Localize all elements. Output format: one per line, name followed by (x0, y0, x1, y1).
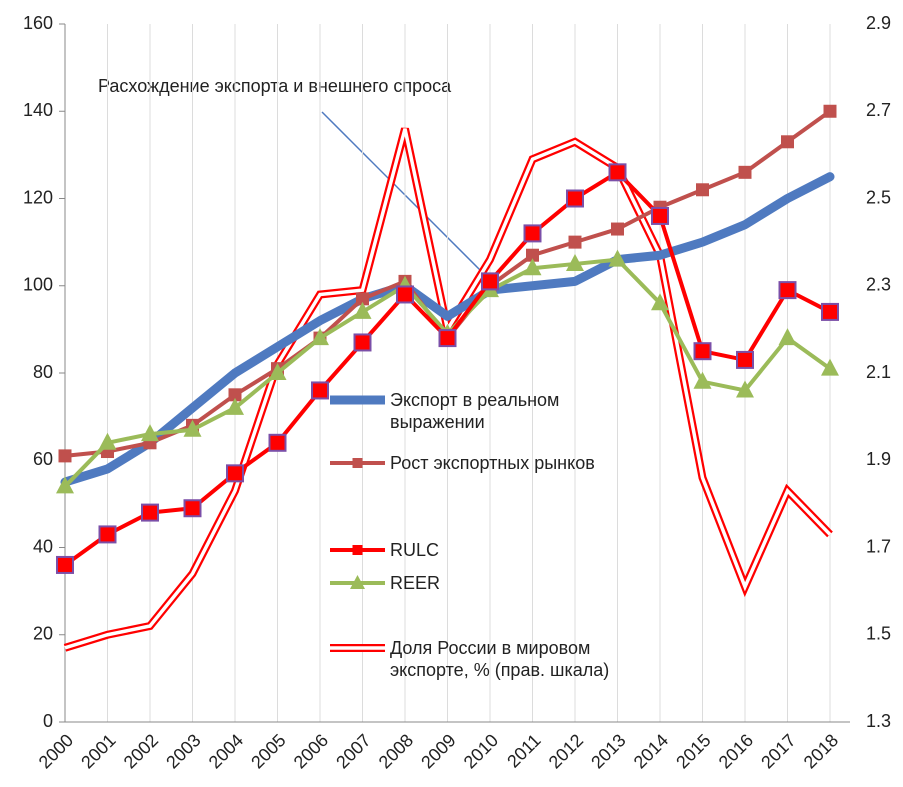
marker (268, 433, 287, 452)
series (56, 163, 839, 574)
y-tick-label: 140 (23, 100, 53, 120)
marker (226, 464, 244, 483)
y-tick-label: 100 (23, 275, 53, 295)
y-tick-label: 80 (33, 362, 53, 382)
marker (651, 293, 669, 311)
y2-tick-label: 2.5 (866, 187, 891, 207)
annotation: Расхождение экспорта и внешнего спроса (98, 76, 452, 96)
y-tick-label: 120 (23, 187, 53, 207)
legend-item (330, 458, 385, 468)
y2-tick-label: 2.3 (866, 275, 891, 295)
y-tick-label: 20 (33, 624, 53, 644)
marker (396, 285, 414, 304)
y-tick-label: 60 (33, 449, 53, 469)
x-tick-label: 2003 (162, 730, 204, 772)
marker (438, 329, 457, 348)
x-tick-label: 2007 (332, 730, 374, 772)
x-tick-label: 2009 (417, 730, 459, 772)
x-tick-label: 2010 (460, 730, 502, 772)
marker (736, 380, 754, 398)
legend-label: Рост экспортных рынков (390, 453, 595, 473)
marker (353, 301, 372, 319)
x-tick-label: 2013 (587, 730, 629, 772)
marker (823, 104, 837, 118)
x-tick-label: 2000 (35, 730, 77, 772)
marker (608, 249, 627, 267)
legend-label: RULC (390, 540, 440, 560)
y2-tick-label: 1.7 (866, 536, 891, 556)
marker (311, 328, 329, 346)
marker (98, 525, 117, 544)
legend-item (330, 575, 385, 589)
marker (183, 499, 202, 518)
marker (311, 381, 329, 400)
marker (56, 476, 74, 494)
marker (651, 206, 669, 225)
marker (523, 258, 542, 276)
x-tick-label: 2006 (290, 730, 332, 772)
y2-tick-label: 2.1 (866, 362, 891, 382)
legend-label: REER (390, 573, 441, 593)
y2-tick-label: 2.9 (866, 13, 891, 33)
marker (693, 371, 712, 389)
marker (56, 555, 74, 574)
x-tick-label: 2002 (120, 730, 162, 772)
marker (696, 183, 709, 197)
marker (781, 135, 794, 149)
legend-label: Доля России в мировом экспорте, % (прав.… (390, 638, 610, 680)
marker (693, 342, 712, 361)
y2-tick-label: 1.5 (866, 624, 891, 644)
y2-tick-label: 1.3 (866, 711, 891, 731)
x-tick-label: 2018 (800, 730, 842, 772)
legend-marker (352, 458, 363, 468)
x-tick-label: 2001 (77, 730, 119, 772)
y-tick-label: 160 (23, 13, 53, 33)
y2-tick-label: 1.9 (866, 449, 891, 469)
marker (611, 222, 624, 236)
marker (353, 333, 372, 352)
x-tick-label: 2008 (375, 730, 417, 772)
x-tick-label: 2005 (247, 730, 289, 772)
x-tick-label: 2014 (630, 730, 672, 772)
marker (778, 281, 797, 300)
marker (821, 302, 839, 321)
legend-marker (350, 575, 365, 589)
x-tick-label: 2011 (503, 730, 545, 772)
marker (608, 163, 627, 182)
x-tick-label: 2015 (672, 730, 714, 772)
marker (821, 358, 839, 376)
marker (141, 424, 159, 442)
marker (566, 253, 584, 271)
marker (523, 224, 542, 243)
marker (481, 272, 499, 291)
marker (568, 235, 582, 249)
grid (64, 24, 831, 722)
y2-tick-label: 2.7 (866, 100, 891, 120)
x-tick-label: 2012 (545, 730, 587, 772)
annotation-arrow (321, 111, 493, 283)
marker (141, 503, 159, 522)
x-tick-label: 2004 (205, 730, 247, 772)
legend-label: Экспорт в реальном выражении (390, 390, 560, 432)
marker (738, 165, 752, 179)
series-line (60, 172, 835, 487)
x-tick-label: 2017 (757, 730, 799, 772)
y-tick-label: 40 (33, 536, 53, 556)
marker (58, 449, 72, 463)
marker (778, 328, 797, 346)
marker (566, 189, 584, 208)
legend-item (330, 545, 385, 555)
marker (736, 350, 754, 369)
marker (226, 397, 244, 415)
series (60, 172, 835, 487)
x-tick-label: 2016 (715, 730, 757, 772)
legend-marker (352, 545, 363, 555)
y-tick-label: 0 (43, 711, 53, 731)
marker (98, 432, 117, 450)
marker (268, 363, 287, 380)
marker (183, 419, 202, 437)
